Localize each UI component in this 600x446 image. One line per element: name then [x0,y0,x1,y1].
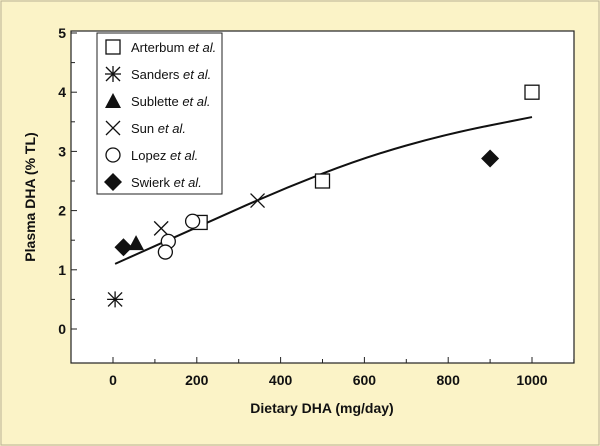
data-point-circle-open [184,213,201,229]
y-axis-title: Plasma DHA (% TL) [22,132,38,261]
legend-label: Swierk et al. [131,175,202,190]
x-tick-label: 600 [353,372,377,388]
legend-marker-asterisk [105,66,121,82]
data-point-circle-open [157,244,174,260]
x-tick-label: 400 [269,372,293,388]
x-axis-title: Dietary DHA (mg/day) [250,400,393,416]
y-tick-label: 4 [58,84,66,100]
legend-marker-diamond-filled [104,173,122,191]
legend-label: Sublette et al. [131,94,211,109]
legend: Arterbum et al. Sanders et al. Sublette et… [96,32,223,195]
legend-box [96,32,223,195]
legend-marker-square-open [105,39,121,55]
y-tick-label: 0 [58,321,66,337]
x-tick-label: 0 [109,372,117,388]
fit-curve-group [114,116,533,265]
data-point-diamond-filled [114,238,133,257]
legend-label: Sun et al. [131,121,186,136]
legend-label: Arterbum et al. [131,40,216,55]
data-point-asterisk [107,291,124,308]
legend-marker-x [105,120,121,136]
y-tick-label: 1 [58,262,66,278]
axes: 0 200 400 600 800 1000 0 1 2 3 4 5 [58,25,575,388]
data-point-x [250,193,266,208]
y-tick-label: 5 [58,25,66,41]
legend-marker-triangle-filled [105,93,121,108]
legend-label: Sanders et al. [131,67,211,82]
data-point-x [153,220,169,236]
x-tick-label: 200 [185,372,209,388]
data-point-diamond-filled [481,149,500,168]
y-tick-label: 2 [58,203,66,219]
fit-curve [114,116,533,265]
legend-marker-circle-open [105,147,121,163]
data-points [107,84,540,308]
legend-label: Lopez et al. [131,148,198,163]
y-tick-label: 3 [58,143,66,159]
data-point-triangle-filled [128,235,145,251]
x-tick-label: 1000 [516,372,547,388]
x-tick-label: 800 [437,372,461,388]
data-point-square-open [524,84,540,100]
data-point-square-open [314,173,331,189]
